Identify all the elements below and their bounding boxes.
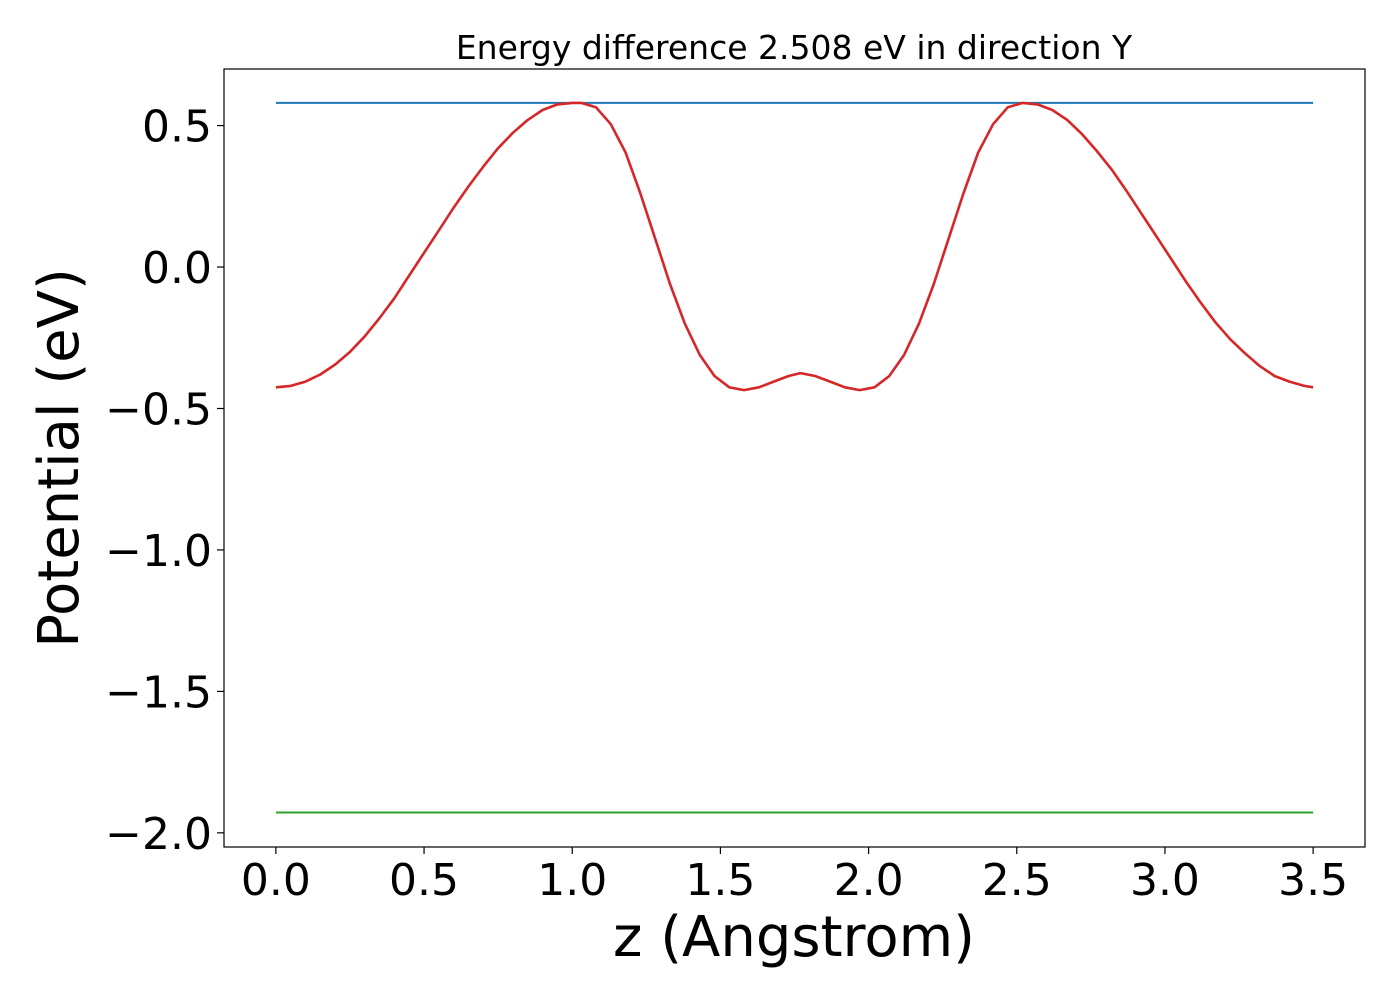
x-tick-label: 1.5 <box>685 855 755 906</box>
series-layer <box>275 101 1314 814</box>
y-tick-label: −0.5 <box>105 384 212 435</box>
x-tick-label: 2.0 <box>834 855 904 906</box>
x-tick-label: 3.5 <box>1278 855 1348 906</box>
x-tick-label: 0.0 <box>241 855 311 906</box>
series-line-3 <box>275 101 1314 392</box>
y-tick-label: 0.0 <box>142 243 212 294</box>
y-tick-label: 0.5 <box>142 102 212 153</box>
x-tick-label: 3.0 <box>1130 855 1200 906</box>
ticks-layer: 0.0 0.5 1.0 1.5 2.0 2.5 3.0 3.5 0.5 0.0 −0.5 −1.0 −1… <box>105 102 1348 906</box>
x-axis-label: z (Angstrom) <box>613 905 975 970</box>
plot-frame <box>223 68 1366 848</box>
x-tick-label: 0.5 <box>389 855 459 906</box>
x-tick-label: 1.0 <box>537 855 607 906</box>
x-tick-label: 2.5 <box>982 855 1052 906</box>
y-axis-label: Potential (eV) <box>27 268 92 648</box>
y-tick-label: −1.0 <box>105 526 212 577</box>
y-tick-label: −1.5 <box>105 667 212 718</box>
chart-title: Energy difference 2.508 eV in direction … <box>456 28 1133 67</box>
y-tick-label: −2.0 <box>105 809 212 860</box>
